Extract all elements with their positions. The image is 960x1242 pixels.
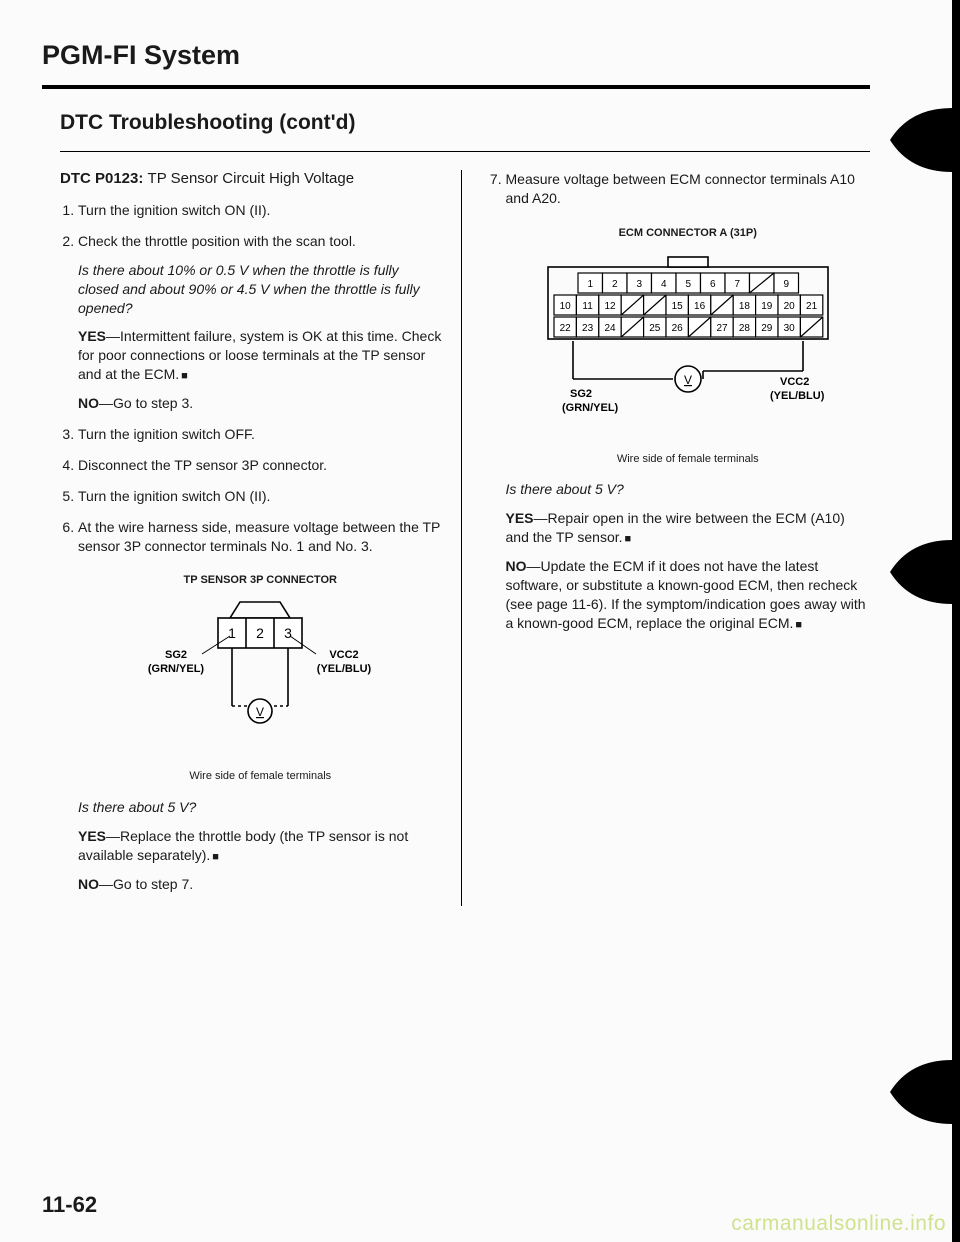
tp-cell-2: 2 <box>256 625 264 641</box>
dtc-code: DTC P0123: <box>60 170 143 187</box>
svg-text:25: 25 <box>649 323 661 334</box>
svg-text:5: 5 <box>685 279 691 290</box>
svg-text:V: V <box>256 705 264 719</box>
svg-text:1: 1 <box>587 279 593 290</box>
ecm-right-1: VCC2 <box>780 376 809 388</box>
ecm-left-1: SG2 <box>570 388 592 400</box>
svg-text:2: 2 <box>612 279 618 290</box>
tp-cell-3: 3 <box>284 625 292 641</box>
step-2-yes-text: —Intermittent failure, system is OK at t… <box>78 328 441 382</box>
svg-text:6: 6 <box>710 279 716 290</box>
step-6: At the wire harness side, measure voltag… <box>78 518 443 894</box>
svg-text:4: 4 <box>661 279 667 290</box>
dtc-heading: DTC P0123: TP Sensor Circuit High Voltag… <box>60 170 443 187</box>
page-title: PGM-FI System <box>42 40 870 71</box>
svg-text:21: 21 <box>806 301 818 312</box>
step-6-text: At the wire harness side, measure voltag… <box>78 519 440 554</box>
step-2-no-text: —Go to step 3. <box>99 395 193 411</box>
svg-text:22: 22 <box>559 323 571 334</box>
svg-text:V: V <box>684 373 692 387</box>
step-6-no-text: —Go to step 7. <box>99 876 193 892</box>
right-column: Measure voltage between ECM connector te… <box>488 170 871 906</box>
step-5: Turn the ignition switch ON (II). <box>78 487 443 506</box>
thumb-tab-2 <box>890 540 952 604</box>
thumb-tab-1 <box>890 108 952 172</box>
thumb-tab-3 <box>890 1060 952 1124</box>
tp-left-1: SG2 <box>165 649 187 661</box>
rule-light <box>60 151 870 152</box>
ecm-diagram-title: ECM CONNECTOR A (31P) <box>506 226 871 241</box>
svg-text:18: 18 <box>739 301 751 312</box>
watermark: carmanualsonline.info <box>731 1212 946 1236</box>
tp-left-2: (GRN/YEL) <box>148 663 205 675</box>
step-2-no: NO—Go to step 3. <box>78 394 443 413</box>
section-title: DTC Troubleshooting (cont'd) <box>60 111 870 135</box>
step-1: Turn the ignition switch ON (II). <box>78 201 443 220</box>
rule-heavy <box>42 85 870 89</box>
right-steps: Measure voltage between ECM connector te… <box>488 170 871 633</box>
svg-text:12: 12 <box>604 301 616 312</box>
svg-text:20: 20 <box>783 301 795 312</box>
step-7-yes: YES—Repair open in the wire between the … <box>506 509 871 547</box>
svg-text:23: 23 <box>582 323 594 334</box>
svg-text:19: 19 <box>761 301 773 312</box>
yes-label-2: YES <box>78 828 106 844</box>
svg-text:24: 24 <box>604 323 616 334</box>
step-6-yes: YES—Replace the throttle body (the TP se… <box>78 827 443 865</box>
step-7-no-text: —Update the ECM if it does not have the … <box>506 558 866 631</box>
columns: DTC P0123: TP Sensor Circuit High Voltag… <box>60 170 870 906</box>
left-column: DTC P0123: TP Sensor Circuit High Voltag… <box>60 170 462 906</box>
ecm-right-2: (YEL/BLU) <box>770 390 825 402</box>
no-label-2: NO <box>78 876 99 892</box>
step-7: Measure voltage between ECM connector te… <box>506 170 871 633</box>
svg-text:26: 26 <box>671 323 683 334</box>
right-edge-bar <box>952 0 960 1242</box>
step-6-yes-text: —Replace the throttle body (the TP senso… <box>78 828 408 863</box>
no-label-3: NO <box>506 558 527 574</box>
step-7-text: Measure voltage between ECM connector te… <box>506 171 855 206</box>
step-4: Disconnect the TP sensor 3P connector. <box>78 456 443 475</box>
step-2-question: Is there about 10% or 0.5 V when the thr… <box>78 261 443 318</box>
tp-cell-1: 1 <box>228 625 236 641</box>
step-3: Turn the ignition switch OFF. <box>78 425 443 444</box>
svg-text:28: 28 <box>739 323 751 334</box>
step-2-yes: YES—Intermittent failure, system is OK a… <box>78 327 443 384</box>
page: PGM-FI System DTC Troubleshooting (cont'… <box>0 0 960 1242</box>
dtc-desc: TP Sensor Circuit High Voltage <box>148 170 355 187</box>
step-7-no: NO—Update the ECM if it does not have th… <box>506 557 871 633</box>
left-steps: Turn the ignition switch ON (II). Check … <box>60 201 443 894</box>
step-6-no: NO—Go to step 7. <box>78 875 443 894</box>
step-2-text: Check the throttle position with the sca… <box>78 233 356 249</box>
svg-text:27: 27 <box>716 323 728 334</box>
step-6-question: Is there about 5 V? <box>78 798 443 817</box>
svg-text:9: 9 <box>783 279 789 290</box>
svg-text:16: 16 <box>694 301 706 312</box>
yes-label-3: YES <box>506 510 534 526</box>
tp-caption: Wire side of female terminals <box>78 769 443 784</box>
tp-diagram: 1 2 3 V SG2 (GRN/YEL) <box>78 596 443 761</box>
svg-text:15: 15 <box>671 301 683 312</box>
ecm-diagram: 12345679 101112151618192021 222324252627… <box>506 249 871 444</box>
ecm-left-2: (GRN/YEL) <box>562 402 619 414</box>
page-number: 11-62 <box>42 1192 97 1218</box>
tp-right-1: VCC2 <box>330 649 359 661</box>
tp-right-2: (YEL/BLU) <box>317 663 372 675</box>
svg-text:10: 10 <box>559 301 571 312</box>
step-7-yes-text: —Repair open in the wire between the ECM… <box>506 510 845 545</box>
tp-diagram-title: TP SENSOR 3P CONNECTOR <box>78 573 443 588</box>
no-label: NO <box>78 395 99 411</box>
step-7-question: Is there about 5 V? <box>506 480 871 499</box>
svg-text:29: 29 <box>761 323 773 334</box>
svg-text:3: 3 <box>636 279 642 290</box>
svg-text:30: 30 <box>783 323 795 334</box>
ecm-caption: Wire side of female terminals <box>506 452 871 467</box>
svg-text:7: 7 <box>734 279 740 290</box>
svg-text:11: 11 <box>582 301 593 312</box>
step-2: Check the throttle position with the sca… <box>78 232 443 413</box>
yes-label: YES <box>78 328 106 344</box>
